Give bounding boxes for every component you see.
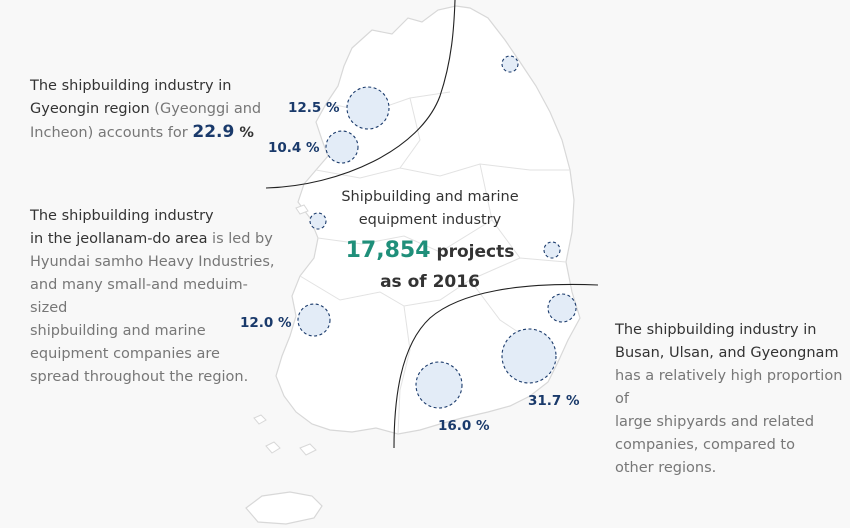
bubble-chungnam	[309, 212, 327, 230]
bubble-jeonnam	[415, 361, 463, 409]
busan-line6: other regions.	[615, 460, 717, 476]
center-line4: as of 2016	[380, 272, 480, 292]
busan-text: The shipbuilding industry in Busan, Ulsa…	[615, 319, 847, 480]
gyeongin-line1: The shipbuilding industry in	[30, 78, 232, 94]
jeollanam-line2-rest: is led by	[207, 231, 273, 247]
jeju-island	[245, 491, 323, 525]
busan-line2: Busan, Ulsan, and Gyeongnam	[615, 345, 839, 361]
center-count-suffix: projects	[430, 242, 515, 262]
center-count-line: 17,854 projects	[330, 236, 530, 267]
province-borders	[299, 91, 570, 435]
center-line1: Shipbuilding and marine	[341, 189, 519, 205]
small-island-2	[253, 414, 267, 425]
jeollanam-text: The shipbuilding industry in the jeollan…	[30, 205, 280, 389]
center-line2: equipment industry	[358, 212, 502, 228]
bubble-gyeonggi	[346, 86, 390, 130]
divider-north	[265, 0, 456, 189]
busan-line3: has a relatively high proportion of	[615, 368, 843, 407]
gyeongin-value: 22.9	[192, 122, 235, 142]
bubble-gangwon	[501, 55, 519, 73]
jeollanam-line6: equipment companies are	[30, 346, 220, 362]
small-island-1	[265, 441, 281, 454]
center-summary: Shipbuilding and marine equipment indust…	[330, 186, 530, 297]
bubble-ulsan	[547, 293, 577, 323]
jeollanam-area: in the jeollanam-do area	[30, 231, 208, 247]
bubble-jeonbuk	[297, 303, 331, 337]
center-count: 17,854	[345, 238, 431, 263]
pct-jeonnam: 16.0 %	[438, 418, 490, 434]
jeollanam-line7: spread throughout the region.	[30, 369, 249, 385]
small-island-4	[295, 204, 309, 215]
small-island-3	[299, 443, 317, 456]
bubble-gyeongnam	[501, 328, 557, 384]
gyeongin-unit: %	[234, 125, 254, 141]
bubble-gyeongbuk	[543, 241, 561, 259]
gyeongin-line2-rest: (Gyeonggi and	[149, 101, 262, 117]
gyeongin-line3: Incheon) accounts for	[30, 125, 193, 141]
bubble-incheon	[325, 130, 359, 164]
busan-line1: The shipbuilding industry in	[615, 322, 817, 338]
gyeongin-region: Gyeongin region	[30, 101, 150, 117]
pct-jeonbuk: 12.0 %	[240, 315, 292, 331]
jeollanam-line5: shipbuilding and marine	[30, 323, 206, 339]
divider-south	[393, 283, 599, 449]
pct-gyeonggi: 12.5 %	[288, 100, 340, 116]
jeollanam-line4: and many small-and meduim-sized	[30, 277, 248, 316]
gyeongin-text: The shipbuilding industry in Gyeongin re…	[30, 75, 270, 145]
busan-line4: large shipyards and related	[615, 414, 815, 430]
pct-gyeongnam: 31.7 %	[528, 393, 580, 409]
jeollanam-line1: The shipbuilding industry	[30, 208, 214, 224]
pct-incheon: 10.4 %	[268, 140, 320, 156]
jeollanam-line3: Hyundai samho Heavy Industries,	[30, 254, 275, 270]
busan-line5: companies, compared to	[615, 437, 795, 453]
